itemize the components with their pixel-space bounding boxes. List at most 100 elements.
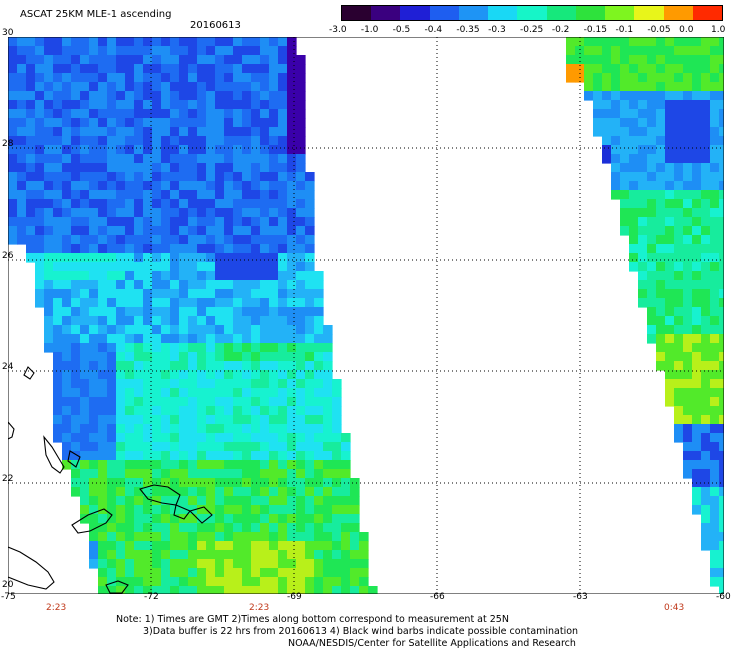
wind-cell [71,415,81,425]
wind-cell [44,100,54,110]
wind-cell [71,271,81,281]
wind-cell [647,91,657,101]
wind-cell [35,91,45,101]
wind-cell [98,577,108,587]
wind-cell [26,100,36,110]
wind-cell [224,145,234,155]
wind-cell [242,352,252,362]
wind-cell [332,424,342,434]
wind-cell [143,433,153,443]
wind-cell [152,298,162,308]
wind-cell [143,91,153,101]
wind-cell [719,109,724,119]
wind-cell [179,478,189,488]
wind-cell [314,352,324,362]
wind-cell [107,55,117,65]
wind-cell [170,559,180,569]
wind-cell [8,55,18,65]
wind-cell [251,55,261,65]
wind-cell [350,577,360,587]
wind-cell [323,406,333,416]
wind-cell [647,109,657,119]
wind-cell [251,172,261,182]
wind-cell [26,109,36,119]
wind-cell [719,154,724,164]
wind-cell [197,37,207,47]
wind-cell [611,82,621,92]
wind-cell [287,262,297,272]
wind-cell [710,316,720,326]
wind-cell [620,118,630,128]
wind-cell [170,136,180,146]
wind-cell [152,181,162,191]
wind-cell [692,415,702,425]
wind-cell [566,64,576,74]
wind-cell [53,37,63,47]
wind-cell [80,343,90,353]
wind-cell [296,73,306,83]
wind-cell [206,505,216,515]
wind-cell [710,100,720,110]
wind-cell [278,91,288,101]
wind-cell [296,496,306,506]
wind-cell [116,433,126,443]
wind-cell [188,550,198,560]
wind-cell [683,55,693,65]
lon-label-75: -75 [1,592,16,602]
wind-cell [98,208,108,218]
wind-cell [683,271,693,281]
wind-cell [35,244,45,254]
wind-cell [206,298,216,308]
wind-cell [62,64,72,74]
wind-cell [710,343,720,353]
wind-cell [161,370,171,380]
wind-cell [332,469,342,479]
wind-cell [170,181,180,191]
wind-cell [296,343,306,353]
wind-cell [305,532,315,542]
wind-cell [701,145,711,155]
wind-cell [602,118,612,128]
wind-cell [233,253,243,263]
wind-cell [611,163,621,173]
wind-cell [701,127,711,137]
wind-cell [206,208,216,218]
wind-cell [143,424,153,434]
wind-cell [656,325,666,335]
wind-cell [161,424,171,434]
wind-cell [323,451,333,461]
wind-cell [188,586,198,594]
wind-cell [125,253,135,263]
wind-cell [305,415,315,425]
wind-cell [143,379,153,389]
wind-cell [260,190,270,200]
wind-cell [107,73,117,83]
wind-cell [368,586,378,594]
wind-cell [296,289,306,299]
wind-cell [620,190,630,200]
wind-cell [359,586,369,594]
wind-cell [188,334,198,344]
wind-cell [197,469,207,479]
wind-cell [161,262,171,272]
wind-cell [125,406,135,416]
wind-cell [116,532,126,542]
wind-cell [233,55,243,65]
wind-cell [62,388,72,398]
wind-cell [80,496,90,506]
wind-cell [620,46,630,56]
wind-cell [269,343,279,353]
wind-cell [17,154,27,164]
wind-cell [89,442,99,452]
wind-cell [89,199,99,209]
wind-cell [287,271,297,281]
wind-cell [152,469,162,479]
wind-cell [224,154,234,164]
wind-cell [269,424,279,434]
wind-cell [62,181,72,191]
wind-cell [206,586,216,594]
wind-cell [719,91,724,101]
wind-cell [305,568,315,578]
wind-cell [116,388,126,398]
wind-cell [143,514,153,524]
